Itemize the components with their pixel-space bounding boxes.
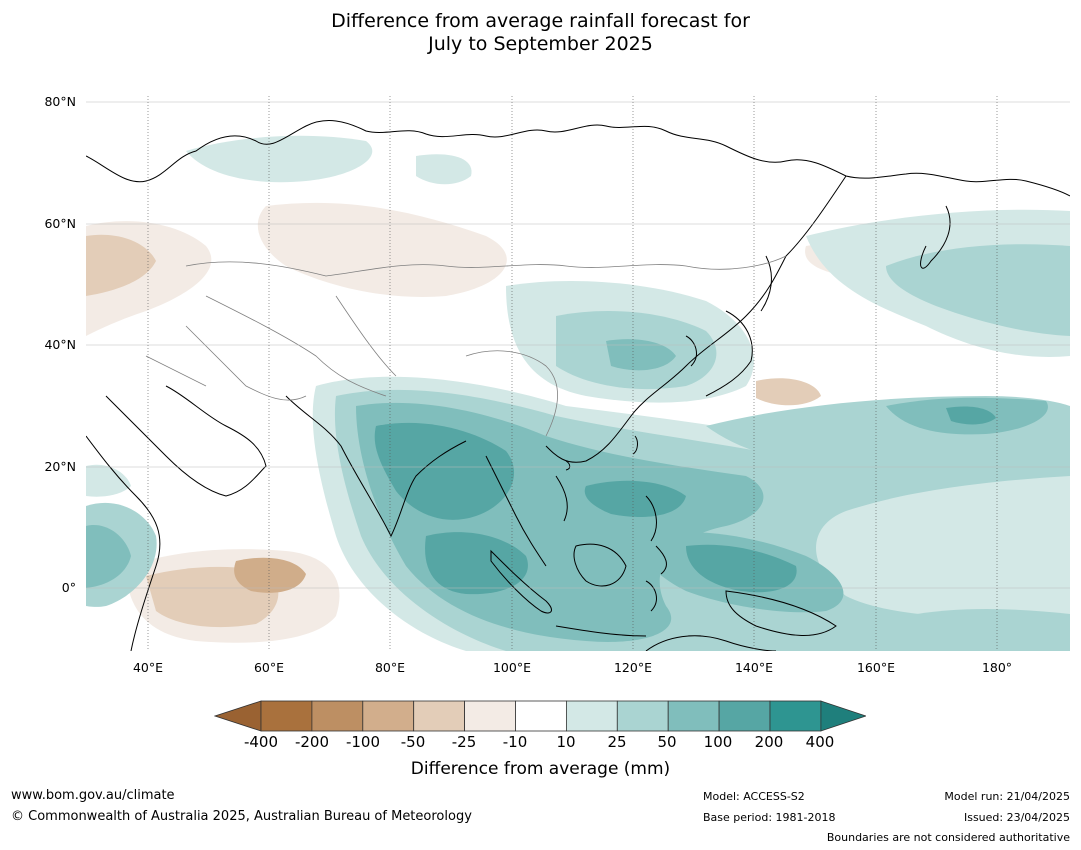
- colorbar-tick: -200: [294, 733, 330, 751]
- colorbar-tick: -10: [502, 733, 528, 751]
- country-borders: [145, 255, 787, 437]
- colorbar-under-arrow: [214, 700, 262, 732]
- lon-label-100e: 100°E: [492, 660, 531, 675]
- colorbar-swatch: [413, 700, 465, 732]
- colorbar-swatch: [667, 700, 720, 732]
- model-text: Model: ACCESS-S2: [703, 790, 805, 803]
- lon-label-120e: 120°E: [613, 660, 652, 675]
- lon-label-140e: 140°E: [734, 660, 773, 675]
- model-run-text: Model run: 21/04/2025: [944, 790, 1070, 803]
- lon-label-180: 180°: [981, 660, 1013, 675]
- lat-label-60n: 60°N: [44, 216, 76, 231]
- colorbar-label: Difference from average (mm): [410, 759, 671, 779]
- colorbar-swatch: [769, 700, 822, 732]
- colorbar-tick: -400: [243, 733, 279, 751]
- colorbar-swatch: [565, 700, 618, 732]
- colorbar-swatch: [616, 700, 669, 732]
- colorbar-tick: 400: [805, 733, 835, 751]
- lat-label-20n: 20°N: [44, 459, 76, 474]
- colorbar: [214, 700, 866, 732]
- colorbar-tick: -50: [400, 733, 426, 751]
- colorbar-tick: 25: [607, 733, 627, 751]
- colorbar-swatch: [260, 700, 313, 732]
- rainfall-map: [86, 96, 1070, 651]
- issued-text: Issued: 23/04/2025: [963, 811, 1070, 824]
- lon-label-80e: 80°E: [374, 660, 406, 675]
- colorbar-tick: 10: [556, 733, 576, 751]
- map-title: Difference from average rainfall forecas…: [0, 10, 1081, 56]
- colorbar-tick: 200: [754, 733, 784, 751]
- colorbar-tick: 50: [657, 733, 677, 751]
- title-line-1: Difference from average rainfall forecas…: [331, 10, 750, 32]
- base-period-text: Base period: 1981-2018: [703, 811, 836, 824]
- colorbar-swatch: [362, 700, 415, 732]
- wet-anomaly-regions: [86, 135, 1070, 651]
- lon-label-40e: 40°E: [132, 660, 164, 675]
- colorbar-swatch: [718, 700, 771, 732]
- coastlines: [86, 120, 1070, 651]
- colorbar-tick: -100: [345, 733, 381, 751]
- colorbar-tick: 100: [703, 733, 733, 751]
- colorbar-over-arrow: [820, 700, 866, 732]
- colorbar-tick: -25: [451, 733, 477, 751]
- copyright-text: © Commonwealth of Australia 2025, Austra…: [11, 809, 472, 824]
- title-line-2: July to September 2025: [428, 33, 653, 55]
- colorbar-swatch: [311, 700, 364, 732]
- lat-label-80n: 80°N: [44, 94, 76, 109]
- disclaimer-text: Boundaries are not considered authoritat…: [826, 831, 1070, 844]
- graticule: [86, 96, 1070, 651]
- lat-label-40n: 40°N: [44, 337, 76, 352]
- website-link[interactable]: www.bom.gov.au/climate: [11, 788, 175, 803]
- colorbar-swatch: [464, 700, 516, 732]
- colorbar-swatch: [515, 700, 567, 732]
- lon-label-160e: 160°E: [856, 660, 895, 675]
- lat-label-0: 0°: [61, 580, 76, 595]
- lon-label-60e: 60°E: [253, 660, 285, 675]
